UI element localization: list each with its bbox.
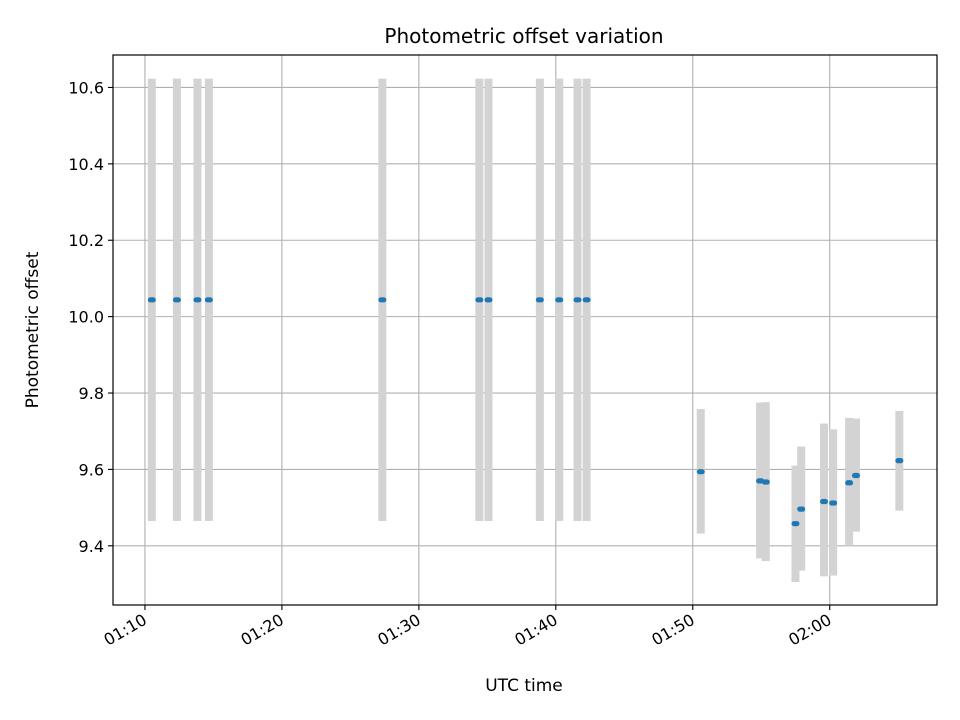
y-tick-label: 10.4: [68, 155, 104, 174]
data-point: [797, 506, 806, 512]
data-points: [147, 297, 904, 527]
data-point: [147, 297, 156, 303]
data-point: [172, 297, 181, 303]
y-tick-label: 9.6: [79, 460, 104, 479]
y-axis-title: Photometric offset: [23, 251, 43, 408]
data-point: [484, 297, 493, 303]
data-point: [475, 297, 484, 303]
y-tick-label: 9.4: [79, 537, 104, 556]
data-point: [829, 500, 838, 506]
data-point: [820, 498, 829, 505]
data-point: [761, 479, 770, 485]
data-point: [851, 472, 860, 479]
plot-frame: [112, 54, 938, 606]
data-point: [193, 297, 202, 303]
data-point: [895, 458, 904, 464]
data-point: [555, 297, 564, 303]
y-tick-label: 9.8: [79, 384, 104, 403]
data-point: [845, 480, 854, 486]
x-axis-title: UTC time: [485, 676, 563, 696]
data-point: [204, 297, 213, 303]
data-point: [696, 469, 705, 475]
grid: [113, 55, 937, 605]
data-point: [791, 521, 800, 527]
y-tick-label: 10.2: [68, 231, 104, 250]
data-point: [582, 297, 591, 303]
data-point: [378, 297, 387, 303]
y-tick-label: 10.0: [68, 308, 104, 327]
chart-title: Photometric offset variation: [384, 24, 663, 48]
data-point: [573, 297, 582, 303]
data-point: [535, 297, 544, 303]
y-tick-label: 10.6: [68, 78, 104, 97]
